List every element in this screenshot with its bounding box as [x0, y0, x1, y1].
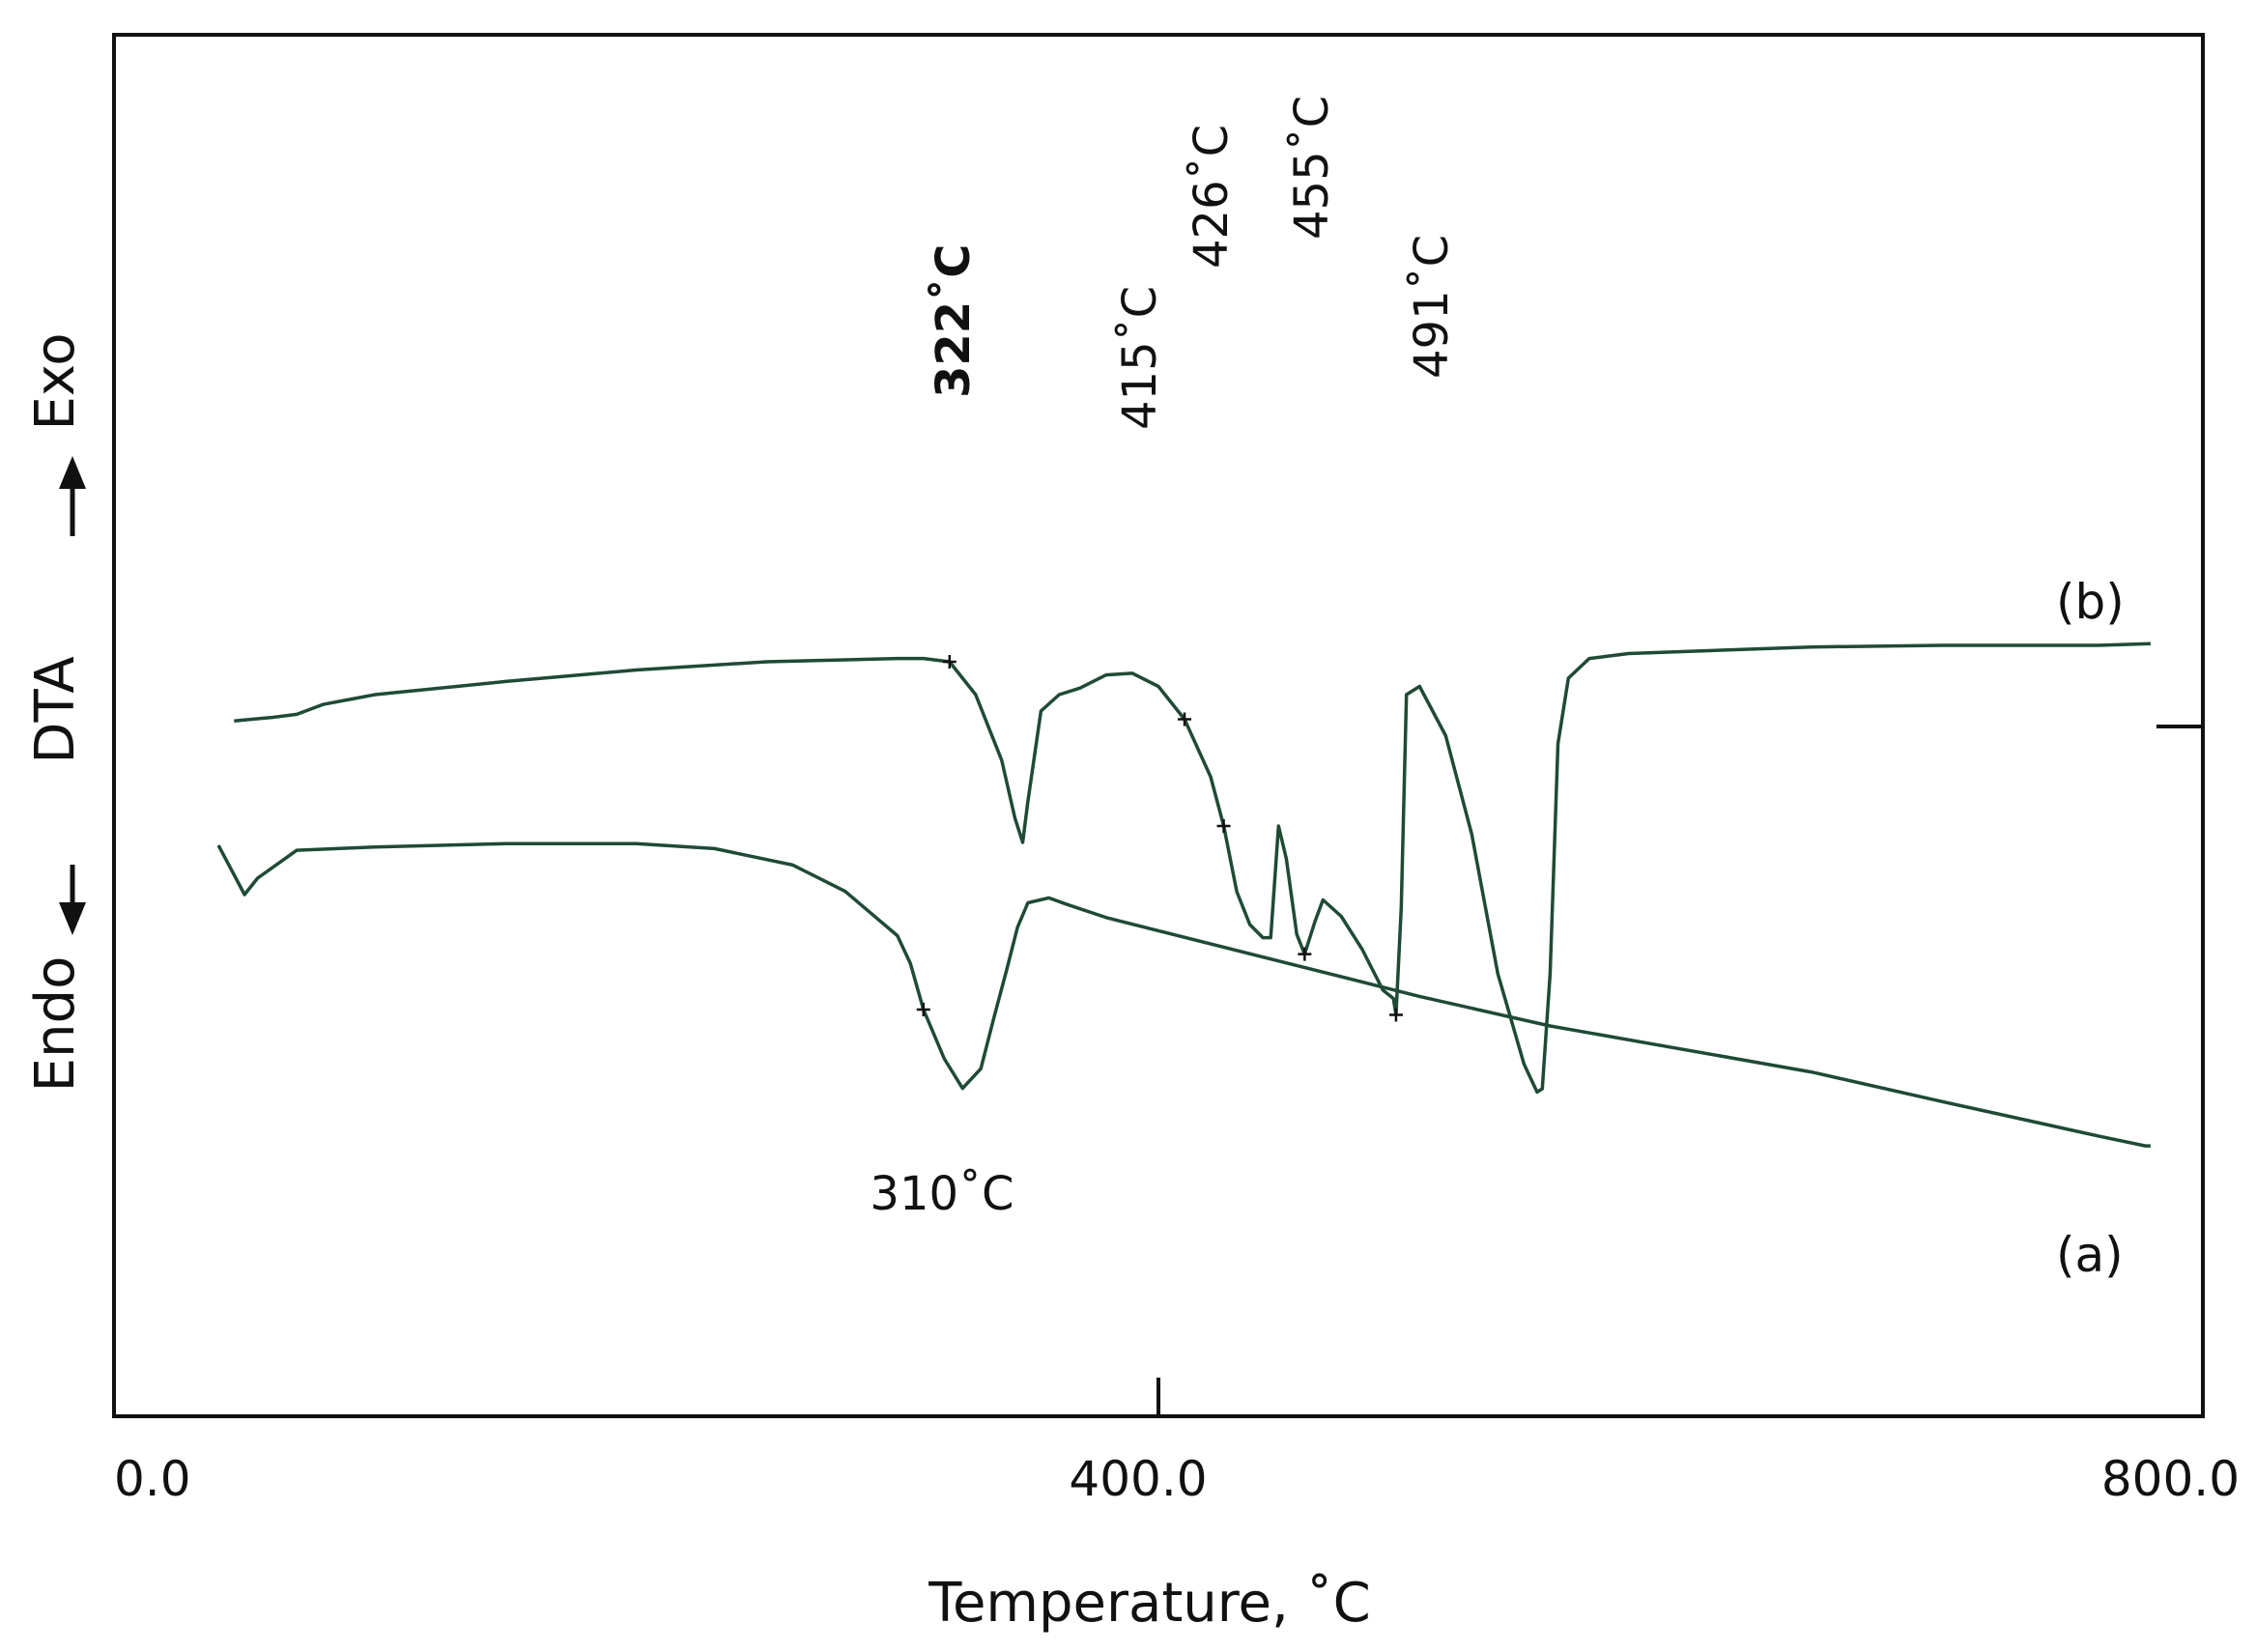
x-tick-label-800: 800.0: [2101, 1451, 2240, 1507]
y-label-endo: Endo: [24, 956, 87, 1093]
plot-frame: [112, 33, 2205, 1418]
annotation-322: 322˚C: [927, 244, 981, 398]
y-label-dta: DTA: [24, 656, 87, 763]
peak-marker-491: [1388, 1008, 1403, 1022]
series-line-b: [234, 641, 2151, 1095]
annotation-415: 415˚C: [1113, 286, 1167, 430]
y-label-exo: Exo: [24, 332, 87, 430]
arrow-up-icon: [59, 456, 86, 536]
peak-marker-322: [942, 655, 957, 669]
peak-marker-426: [1216, 819, 1231, 833]
peak-marker-455: [1298, 947, 1312, 961]
annotation-491: 491˚C: [1405, 235, 1459, 379]
series-label-a: (a): [2056, 1227, 2124, 1283]
x-tick-label-400: 400.0: [1069, 1451, 1207, 1507]
annotation-310: 310˚C: [870, 1167, 1014, 1221]
series-line-a: [216, 841, 2151, 1148]
arrow-down-icon: [59, 865, 86, 935]
annotation-426: 426˚C: [1185, 125, 1239, 269]
x-axis-title: Temperature, ˚C: [928, 1572, 1370, 1635]
annotation-455: 455˚C: [1285, 96, 1339, 240]
peak-marker-310: [916, 1003, 930, 1016]
x-tick-label-0: 0.0: [114, 1451, 191, 1507]
series-label-b: (b): [2056, 574, 2125, 630]
peak-marker-415: [1178, 712, 1192, 726]
peak-markers: [916, 655, 1403, 1022]
